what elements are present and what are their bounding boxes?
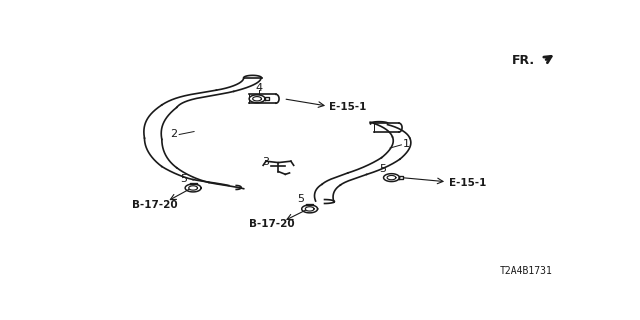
Text: 5: 5 <box>180 174 188 184</box>
Text: FR.: FR. <box>511 53 534 67</box>
Text: 5: 5 <box>379 164 386 174</box>
Text: 3: 3 <box>262 156 269 167</box>
Text: B-17-20: B-17-20 <box>249 220 294 229</box>
Text: B-17-20: B-17-20 <box>132 200 178 210</box>
Text: 2: 2 <box>170 130 177 140</box>
Text: E-15-1: E-15-1 <box>449 178 486 188</box>
Text: E-15-1: E-15-1 <box>330 102 367 112</box>
Text: 4: 4 <box>255 83 262 93</box>
Text: 1: 1 <box>403 139 410 149</box>
Text: 5: 5 <box>297 194 304 204</box>
Text: T2A4B1731: T2A4B1731 <box>500 266 553 276</box>
